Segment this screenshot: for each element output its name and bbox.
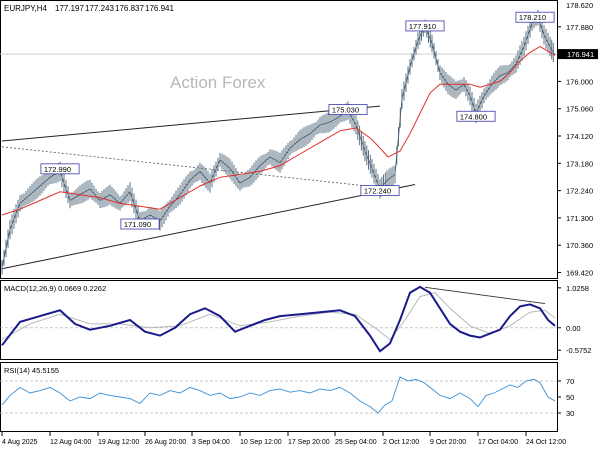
rsi-line <box>1 376 556 414</box>
macd-tick-label-0: 1.0258 <box>566 284 589 293</box>
time-tick-label-10: 17 Oct 04:00 <box>478 439 518 446</box>
time-axis: 4 Aug 2025 12 Aug 04:00 19 Aug 12:00 26 Aug… <box>1 432 566 446</box>
ohlc-open: 177.197 <box>55 4 84 13</box>
macd-main-line <box>1 285 556 353</box>
dotted-trend-line <box>1 146 381 188</box>
macd-tick-label-2: -0.5752 <box>566 346 591 355</box>
rsi-axis: 70 50 30 <box>557 377 574 418</box>
moving-average-line <box>1 46 556 216</box>
annotation-label-3: 172.240 <box>364 187 391 196</box>
price-line <box>1 16 556 268</box>
time-tick-label-6: 17 Sep 20:00 <box>288 439 330 446</box>
annotation-box-5 <box>456 110 496 122</box>
price-tick-label-5: 173.180 <box>566 159 593 168</box>
price-tick-label-8: 170.360 <box>566 241 593 250</box>
ohlc-high: 177.243 <box>85 4 114 13</box>
annotation-box-1 <box>120 218 160 230</box>
macd-tick-label-1: 0.00 <box>566 324 581 333</box>
annotation-label-0: 172.990 <box>44 165 71 174</box>
price-axis: 177.880176.940176.000175.060174.120173.1… <box>557 23 593 278</box>
annotation-box-2 <box>328 104 368 115</box>
macd-plot <box>0 285 557 353</box>
price-tick-label-0: 177.880 <box>566 23 593 32</box>
annotation-label-1: 171.090 <box>124 220 151 229</box>
time-tick-label-5: 10 Sep 12:00 <box>240 439 282 446</box>
rsi-panel-frame <box>0 362 558 432</box>
watermark: Action Forex <box>170 73 266 92</box>
time-tick-label-1: 12 Aug 04:00 <box>50 439 91 446</box>
rsi-tick-label-1: 50 <box>566 393 574 402</box>
channel-upper-line <box>1 105 381 142</box>
rsi-tick-label-0: 70 <box>566 377 574 386</box>
annotation-label-2: 175.030 <box>332 106 359 115</box>
time-tick-label-7: 25 Sep 04:00 <box>335 439 377 446</box>
macd-label: MACD(12,26,9) 0.0669 0.2262 <box>4 284 106 293</box>
price-annotations: 172.990 171.090 175.030 172.240 177.910 174.8… <box>40 11 555 230</box>
macd-trend-line <box>424 286 546 305</box>
ohlc-low: 176.837 <box>115 4 144 13</box>
time-tick-label-3: 26 Aug 20:00 <box>145 439 186 446</box>
rsi-label: RSI(14) 45.5155 <box>4 366 59 375</box>
price-tick-label-9: 169.420 <box>566 269 593 278</box>
channel-lower-line <box>1 184 416 270</box>
price-plot <box>0 9 557 275</box>
current-price-marker: 176.941 <box>558 49 598 60</box>
price-tick-label-4: 174.120 <box>566 132 593 141</box>
annotation-box-0 <box>40 163 80 175</box>
ohlc-close: 176.941 <box>145 4 174 13</box>
annotation-box-4 <box>405 20 445 32</box>
current-price-label: 176.941 <box>567 50 594 59</box>
price-panel-frame <box>0 0 558 279</box>
annotation-label-6: 178.210 <box>519 13 546 22</box>
annotation-box-3 <box>360 185 400 197</box>
rsi-plot <box>0 376 557 414</box>
time-tick-label-0: 4 Aug 2025 <box>2 439 38 446</box>
symbol-label: EURJPY,H4 <box>4 4 48 13</box>
current-price-box <box>558 49 598 60</box>
price-tick-label-3: 175.060 <box>566 105 593 114</box>
annotation-box-6 <box>515 11 555 23</box>
time-tick-label-11: 24 Oct 12:00 <box>526 439 566 446</box>
time-tick-label-2: 19 Aug 12:00 <box>98 439 139 446</box>
time-tick-label-8: 2 Oct 12:00 <box>383 439 419 446</box>
price-tick-label-7: 171.300 <box>566 214 593 223</box>
price-tick-label-6: 172.240 <box>566 187 593 196</box>
price-tick-label-2: 176.000 <box>566 77 593 86</box>
annotation-label-4: 177.910 <box>409 22 436 31</box>
time-tick-label-4: 3 Sep 04:00 <box>192 439 230 446</box>
price-axis-top-label: 178.620 <box>566 1 593 10</box>
rsi-tick-label-2: 30 <box>566 409 574 418</box>
macd-axis: 1.0258 0.00 -0.5752 <box>557 284 591 355</box>
time-tick-label-9: 9 Oct 20:00 <box>430 439 466 446</box>
annotation-label-5: 174.800 <box>460 112 487 121</box>
